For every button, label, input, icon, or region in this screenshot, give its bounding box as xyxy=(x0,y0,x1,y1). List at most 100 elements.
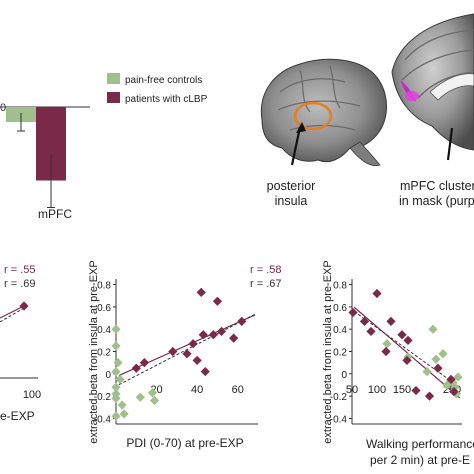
left-point-patients xyxy=(19,301,29,311)
legend-swatch-controls xyxy=(107,73,120,84)
middle-point-patients xyxy=(188,339,198,349)
middle-point-controls xyxy=(119,409,129,419)
bar-y-tick-zero: 0 xyxy=(0,102,6,114)
middle-y-tick-label: 0 xyxy=(105,370,111,381)
left-x-tick-100: 100 xyxy=(23,389,41,401)
middle-point-patients xyxy=(216,326,227,337)
middle-point-patients xyxy=(168,346,178,357)
middle-point-controls xyxy=(113,358,123,368)
right-y-tick-label: 0.4 xyxy=(333,325,347,336)
right-y-tick-label: -0.2 xyxy=(330,392,348,403)
insula-pointer-arrow xyxy=(290,126,302,166)
right-point-controls xyxy=(431,354,441,364)
middle-point-controls xyxy=(111,382,121,392)
legend-label-controls: pain-free controls xyxy=(125,75,202,86)
right-point-patients xyxy=(386,316,396,326)
right-point-controls xyxy=(428,324,438,334)
bar-chart-panel: 0 mPFC pain-free controls patients with … xyxy=(0,73,208,221)
middle-r-patients: r = .58 xyxy=(250,264,282,276)
middle-point-patients xyxy=(208,330,218,340)
right-y-axis-label: extracted beta from insula at pre-EXP xyxy=(322,260,334,443)
right-point-patients xyxy=(359,316,370,326)
legend-swatch-patients xyxy=(107,92,120,103)
middle-point-patients xyxy=(198,330,208,340)
right-point-patients xyxy=(449,387,459,397)
scatter-middle-panel: extracted beta from insula at pre-EXP 0.… xyxy=(88,260,282,450)
right-point-patients xyxy=(403,335,413,345)
right-y-tick-label: 0.2 xyxy=(333,348,347,359)
right-point-patients xyxy=(402,355,412,366)
right-x-tick-label: 50 xyxy=(346,384,358,396)
right-point-patients xyxy=(366,326,376,337)
middle-point-patients xyxy=(192,355,202,366)
middle-point-patients xyxy=(200,366,210,377)
middle-point-controls xyxy=(111,324,121,334)
middle-point-patients xyxy=(196,287,206,297)
middle-point-controls xyxy=(115,374,125,384)
mpfc-label-line1: mPFC cluster (re xyxy=(400,179,474,193)
right-y-tick-label: 0.8 xyxy=(333,281,347,292)
right-point-patients xyxy=(397,330,407,340)
right-point-patients xyxy=(372,288,382,299)
middle-y-tick-label: 0.2 xyxy=(97,348,111,359)
mpfc-pointer-arrow xyxy=(446,127,454,161)
middle-point-controls xyxy=(111,411,121,421)
middle-point-patients xyxy=(212,296,223,306)
middle-point-patients xyxy=(139,358,149,368)
middle-point-controls xyxy=(117,400,127,410)
middle-x-tick-label: 60 xyxy=(232,384,244,396)
middle-point-controls xyxy=(147,388,158,398)
insula-label-line2: insula xyxy=(275,194,308,208)
left-fit-line-patients xyxy=(0,305,25,319)
legend-label-patients: patients with cLBP xyxy=(125,94,208,105)
insula-label-line1: posterior xyxy=(267,179,316,193)
middle-point-patients xyxy=(182,349,192,359)
insula-roi-outline xyxy=(293,101,333,131)
middle-y-tick-label: 0.6 xyxy=(97,303,111,314)
middle-point-controls xyxy=(111,393,121,403)
right-point-controls xyxy=(422,366,432,377)
right-x-axis-label-line1: Walking performance (in xyxy=(366,437,474,451)
left-x-axis-label: e-EXP xyxy=(0,409,35,423)
middle-y-axis-label: extracted beta from insula at pre-EXP xyxy=(88,260,100,443)
middle-fit-line-patients xyxy=(118,314,256,377)
middle-point-controls xyxy=(135,392,145,402)
middle-point-patients xyxy=(131,363,141,373)
middle-point-controls xyxy=(149,395,160,406)
right-fit-line-patients xyxy=(353,306,461,399)
right-y-tick-label: -0.4 xyxy=(330,414,348,425)
right-point-patients xyxy=(446,374,456,384)
middle-y-tick-label: -0.4 xyxy=(94,414,112,425)
right-point-patients xyxy=(433,363,443,373)
right-fit-line-all xyxy=(353,311,461,388)
scatter-left-panel: r = .55 r = .69 100 e-EXP xyxy=(0,264,41,423)
brain-medial-mpfc-image: mPFC cluster (re in mask (purple xyxy=(391,13,474,208)
right-point-patients xyxy=(348,307,358,318)
right-point-controls xyxy=(382,339,392,349)
middle-point-patients xyxy=(229,333,239,343)
brain-sagittal-insula-image: posterior insula xyxy=(260,58,387,208)
mpfc-label-line2: in mask (purple xyxy=(399,194,474,208)
bar-category-label: mPFC xyxy=(38,207,72,221)
scatter-right-panel: extracted beta from insula at pre-EXP 0.… xyxy=(322,260,474,467)
right-point-patients xyxy=(411,385,421,396)
middle-point-patients xyxy=(237,316,247,326)
right-y-tick-label: 0.6 xyxy=(333,303,347,314)
middle-point-controls xyxy=(111,366,121,377)
left-r-all: r = .69 xyxy=(4,278,36,290)
right-y-tick-label: 0 xyxy=(341,370,347,381)
middle-x-tick-label: 40 xyxy=(191,384,203,396)
right-point-patients xyxy=(381,346,391,357)
left-fit-line-all xyxy=(0,307,25,323)
left-r-patients: r = .55 xyxy=(4,264,36,276)
right-point-controls xyxy=(438,349,448,359)
middle-y-tick-label: 0.4 xyxy=(97,325,111,336)
middle-y-tick-label: 0.8 xyxy=(97,281,111,292)
right-x-axis-label-line2: per 2 min) at pre-E xyxy=(370,453,470,467)
right-x-tick-label: 100 xyxy=(368,384,386,396)
middle-r-all: r = .67 xyxy=(250,278,282,290)
middle-x-axis-label: PDI (0-70) at pre-EXP xyxy=(126,436,243,450)
right-x-tick-label: 150 xyxy=(393,384,411,396)
middle-point-controls xyxy=(111,341,121,351)
